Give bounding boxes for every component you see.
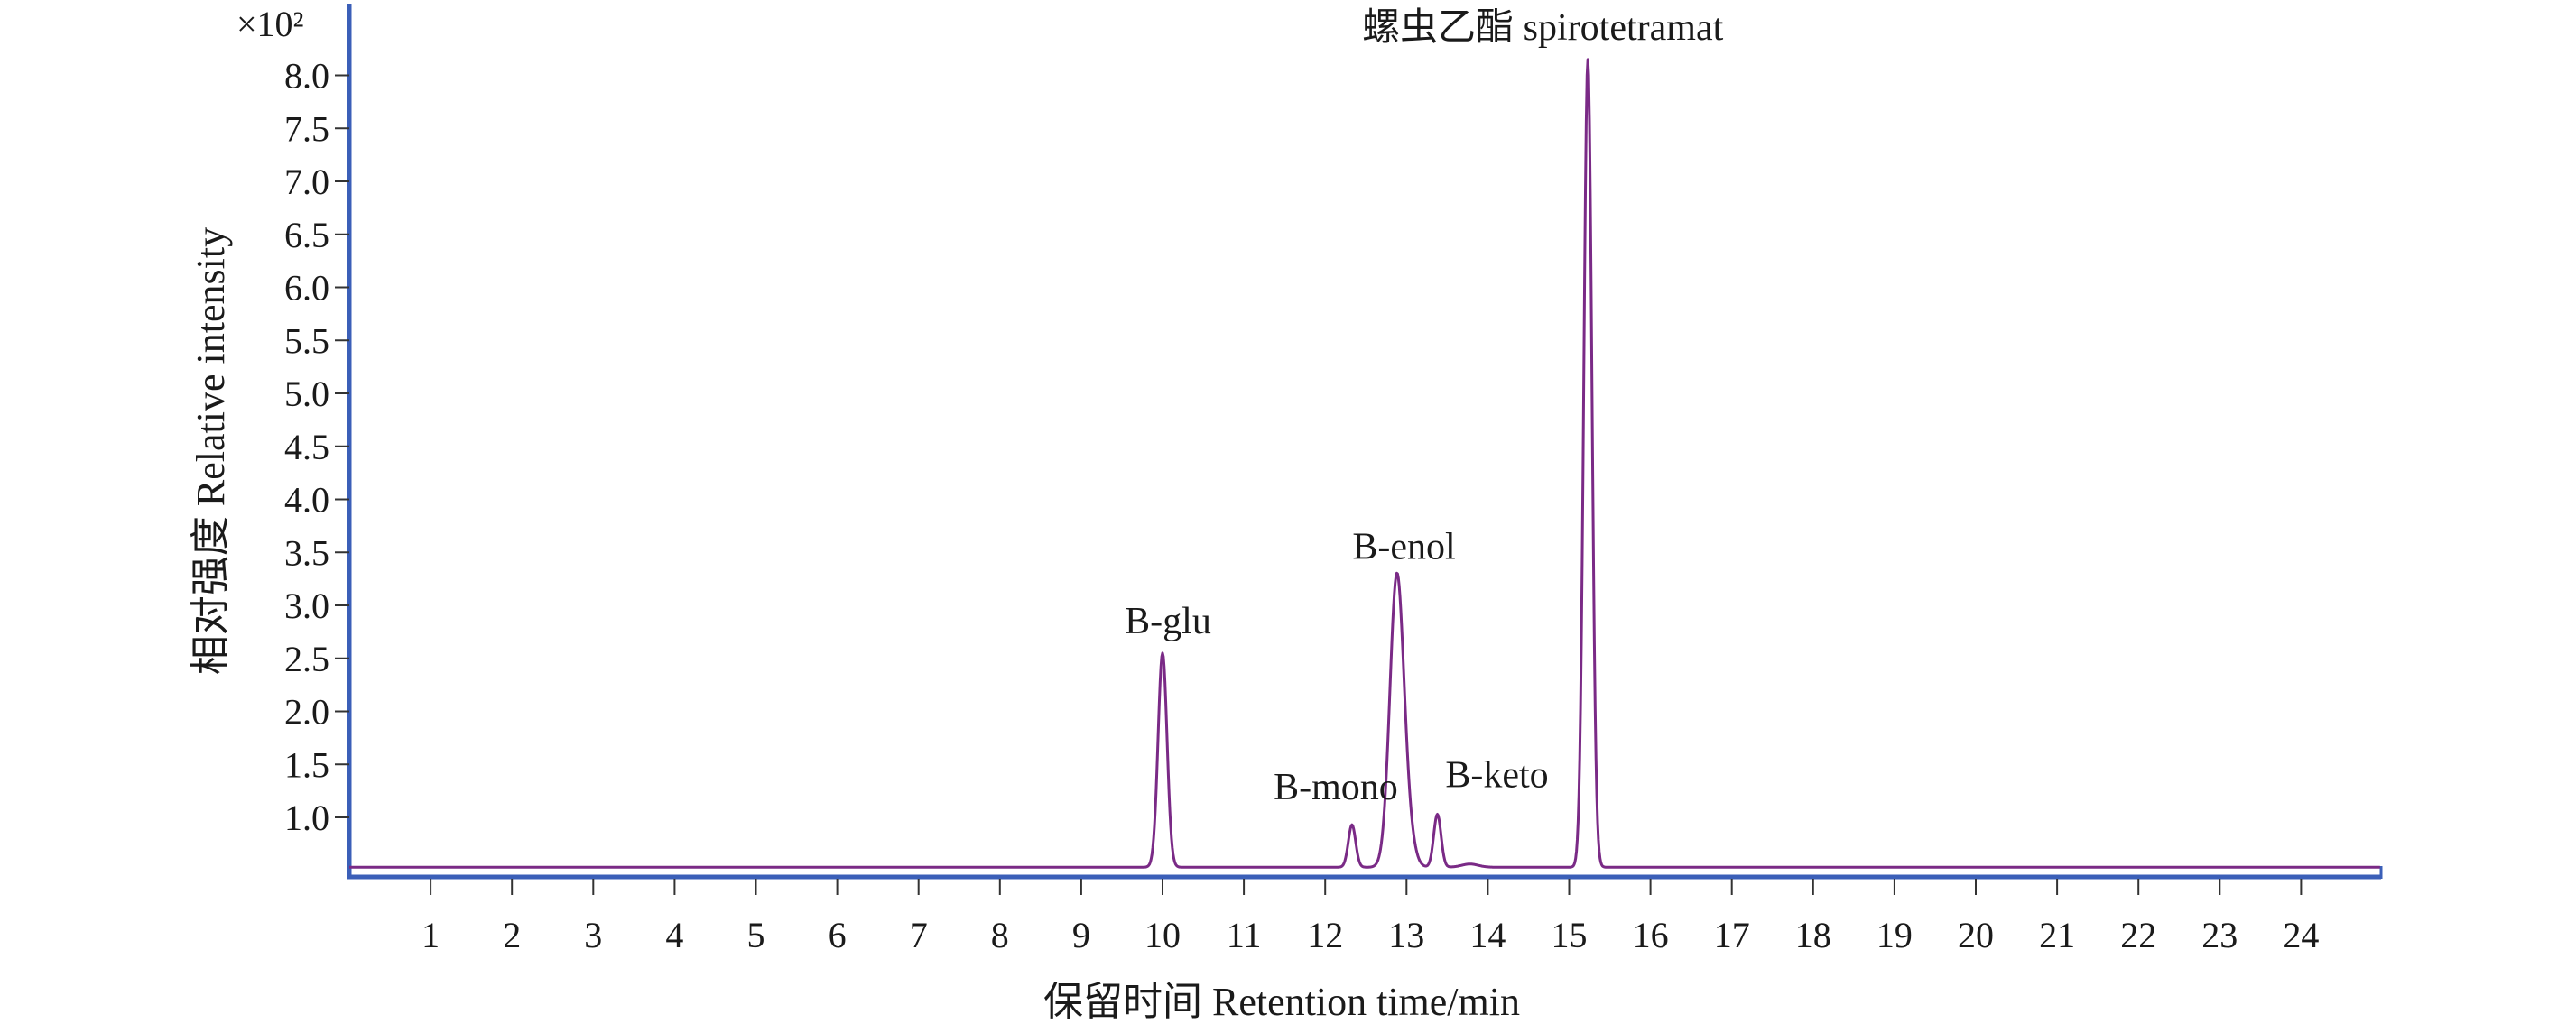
peak-label: B-glu xyxy=(1125,601,1211,642)
y-tick-label: 5.5 xyxy=(284,320,329,361)
chromatogram-trace xyxy=(348,58,2381,869)
x-tick-label: 14 xyxy=(1469,915,1506,955)
x-tick-label: 22 xyxy=(2120,915,2156,955)
x-tick-label: 1 xyxy=(422,915,440,955)
x-tick-label: 17 xyxy=(1714,915,1750,955)
peak-label: B-mono xyxy=(1274,767,1398,808)
y-axis-label: 相对强度 Relative intensity xyxy=(189,227,233,675)
x-tick-label: 2 xyxy=(503,915,521,955)
x-tick-label: 8 xyxy=(991,915,1009,955)
x-tick-label: 19 xyxy=(1876,915,1913,955)
y-tick-label: 1.5 xyxy=(284,744,329,785)
y-tick-label: 4.0 xyxy=(284,480,329,521)
y-tick-label: 7.5 xyxy=(284,108,329,149)
y-tick-label: 8.0 xyxy=(284,56,329,97)
x-tick-label: 16 xyxy=(1633,915,1669,955)
x-tick-label: 7 xyxy=(910,915,928,955)
y-tick-label: 6.0 xyxy=(284,268,329,309)
x-tick-label: 21 xyxy=(2039,915,2075,955)
x-axis-label: 保留时间 Retention time/min xyxy=(1043,980,1520,1024)
axes xyxy=(347,4,2383,880)
x-tick-label: 23 xyxy=(2201,915,2238,955)
x-tick-label: 15 xyxy=(1552,915,1588,955)
y-axis-multiplier: ×10² xyxy=(236,4,304,44)
x-tick-label: 11 xyxy=(1227,915,1262,955)
x-tick-label: 9 xyxy=(1072,915,1090,955)
y-tick-label: 6.5 xyxy=(284,215,329,255)
x-tick-label: 4 xyxy=(665,915,683,955)
y-tick-label: 2.5 xyxy=(284,639,329,679)
y-tick-label: 1.0 xyxy=(284,798,329,838)
y-tick-label: 4.5 xyxy=(284,427,329,467)
x-tick-label: 10 xyxy=(1144,915,1181,955)
chromatogram-trace-group xyxy=(348,58,2381,869)
x-tick-label: 6 xyxy=(829,915,847,955)
y-tick-label: 3.5 xyxy=(284,532,329,573)
x-tick-label: 5 xyxy=(747,915,765,955)
y-ticks: 1.0 1.5 2.0 2.5 3.0 3.5 4.0 4.5 5.0 5.5 6.0 6.5 7.0 7… xyxy=(284,56,349,838)
y-tick-label: 7.0 xyxy=(284,161,329,202)
peak-labels: B-glu B-mono B-enol B-keto 螺虫乙酯 spirotetrama… xyxy=(1125,7,1723,808)
y-tick-label: 5.0 xyxy=(284,374,329,414)
x-ticks: 1 2 3 4 5 6 7 8 9 10 11 12 13 14 15 16 17 18 19 20 21 22 23 24 xyxy=(422,879,2319,955)
x-tick-label: 12 xyxy=(1307,915,1343,955)
x-tick-label: 18 xyxy=(1795,915,1831,955)
x-tick-label: 24 xyxy=(2283,915,2319,955)
x-tick-label: 20 xyxy=(1958,915,1994,955)
peak-label: B-enol xyxy=(1352,527,1455,568)
x-tick-label: 3 xyxy=(584,915,602,955)
peak-label: 螺虫乙酯 spirotetramat xyxy=(1362,7,1723,49)
x-tick-label: 13 xyxy=(1388,915,1424,955)
y-tick-label: 3.0 xyxy=(284,586,329,626)
peak-label: B-keto xyxy=(1445,754,1548,796)
y-tick-label: 2.0 xyxy=(284,692,329,733)
